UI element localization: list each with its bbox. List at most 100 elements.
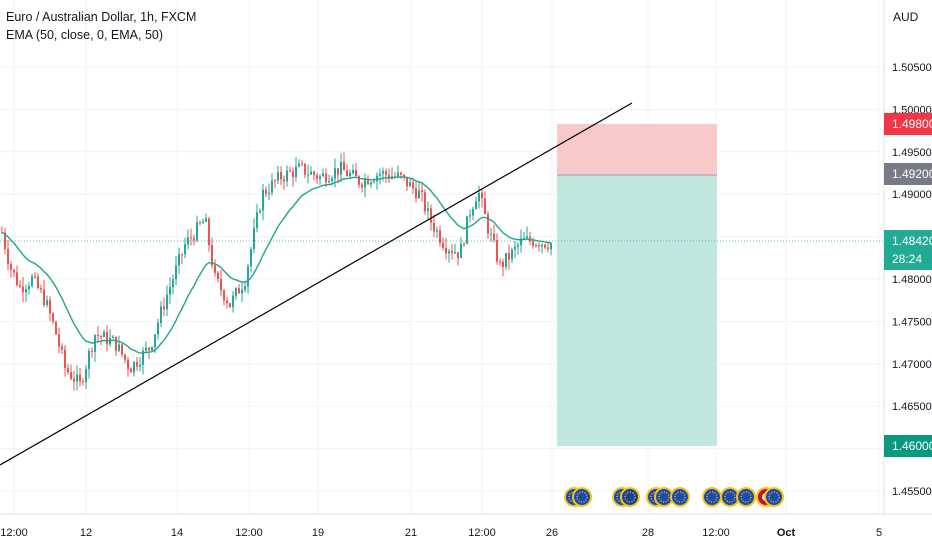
candle-up bbox=[31, 276, 33, 286]
candle-up bbox=[514, 246, 516, 250]
candle-down bbox=[463, 243, 465, 245]
candle-down bbox=[484, 198, 486, 215]
candle-down bbox=[361, 184, 363, 188]
time-axis-tick: Oct bbox=[777, 527, 796, 539]
candle-up bbox=[349, 173, 351, 177]
candle-down bbox=[313, 171, 315, 176]
candle-down bbox=[4, 232, 6, 249]
eu-flag-icon-inner bbox=[574, 489, 590, 505]
candle-up bbox=[175, 265, 177, 280]
stop-loss-zone[interactable] bbox=[557, 124, 717, 175]
candle-down bbox=[91, 350, 93, 352]
time-axis-tick: 14 bbox=[171, 527, 183, 539]
candle-up bbox=[490, 233, 492, 235]
candle-up bbox=[541, 244, 543, 247]
price-axis-tick: 1.46500 bbox=[892, 401, 932, 413]
candle-up bbox=[460, 243, 462, 259]
au-flag-icon-inner bbox=[622, 489, 638, 505]
symbol-title[interactable]: Euro / Australian Dollar, 1h, FXCM bbox=[6, 10, 197, 24]
candle-down bbox=[19, 285, 21, 287]
candle-up bbox=[259, 210, 261, 213]
candle-up bbox=[88, 350, 90, 369]
candle-up bbox=[109, 338, 111, 345]
price-axis-tick: 1.47000 bbox=[892, 359, 932, 371]
candle-down bbox=[283, 179, 285, 182]
candle-up bbox=[376, 175, 378, 182]
candle-down bbox=[343, 161, 345, 171]
price-axis-tick: 1.50500 bbox=[892, 62, 932, 74]
candle-down bbox=[124, 354, 126, 360]
candle-down bbox=[289, 170, 291, 172]
candle-up bbox=[85, 368, 87, 383]
candle-down bbox=[400, 172, 402, 175]
candle-up bbox=[526, 236, 528, 238]
eu-flag-icon-stars bbox=[674, 491, 686, 503]
candle-down bbox=[58, 334, 60, 347]
candle-up bbox=[103, 331, 105, 338]
current-price-value: 1.48420 bbox=[892, 234, 932, 248]
take-profit-price-tag: 1.46000 bbox=[884, 435, 932, 457]
candle-down bbox=[547, 247, 549, 250]
bar-countdown: 28:24 bbox=[892, 252, 923, 266]
candle-up bbox=[331, 178, 333, 181]
candle-up bbox=[478, 192, 480, 202]
candle-up bbox=[334, 168, 336, 179]
candle-down bbox=[430, 208, 432, 223]
candle-down bbox=[274, 180, 276, 182]
candle-up bbox=[328, 180, 330, 183]
candle-up bbox=[247, 266, 249, 287]
candle-up bbox=[535, 244, 537, 247]
candle-up bbox=[340, 161, 342, 175]
current-price-tag: 1.48420 28:24 bbox=[884, 230, 932, 270]
candle-down bbox=[217, 272, 219, 280]
candle-down bbox=[394, 176, 396, 178]
candle-down bbox=[82, 381, 84, 383]
candle-up bbox=[472, 209, 474, 216]
candle-down bbox=[10, 264, 12, 270]
time-axis-tick: 28 bbox=[642, 527, 654, 539]
trendline[interactable] bbox=[0, 102, 633, 466]
candle-down bbox=[424, 192, 426, 212]
candle-up bbox=[253, 228, 255, 250]
price-axis-tick: 1.49000 bbox=[892, 189, 932, 201]
candle-up bbox=[142, 350, 144, 365]
candle-up bbox=[397, 172, 399, 177]
eu-flag-icon-stars bbox=[768, 491, 780, 503]
candle-up bbox=[295, 166, 297, 178]
eu-flag-icon-inner bbox=[766, 489, 782, 505]
candle-down bbox=[346, 170, 348, 177]
candle-up bbox=[28, 285, 30, 290]
candle-down bbox=[61, 346, 63, 350]
candle-up bbox=[523, 237, 525, 239]
candle-down bbox=[451, 251, 453, 254]
eu-flag-icon-stars bbox=[658, 491, 670, 503]
candle-up bbox=[322, 173, 324, 177]
candle-down bbox=[148, 347, 150, 351]
chart-legend: Euro / Australian Dollar, 1h, FXCM EMA (… bbox=[6, 8, 196, 44]
candle-down bbox=[49, 300, 51, 314]
price-axis-tick: 1.48000 bbox=[892, 274, 932, 286]
candle-up bbox=[166, 294, 168, 310]
candle-down bbox=[316, 175, 318, 179]
ema-indicator-label[interactable]: EMA (50, close, 0, EMA, 50) bbox=[6, 28, 164, 42]
candle-down bbox=[130, 368, 132, 373]
time-axis-tick: 26 bbox=[546, 527, 558, 539]
candle-up bbox=[46, 300, 48, 305]
candle-down bbox=[199, 222, 201, 224]
time-axis-tick: 12:00 bbox=[235, 527, 263, 539]
candle-down bbox=[457, 252, 459, 259]
candle-down bbox=[439, 230, 441, 243]
take-profit-zone[interactable] bbox=[557, 175, 717, 446]
candle-down bbox=[421, 190, 423, 193]
price-axis-tick: 1.45500 bbox=[892, 486, 932, 498]
candle-down bbox=[406, 176, 408, 187]
candle-up bbox=[271, 180, 273, 193]
candle-down bbox=[433, 222, 435, 232]
candle-down bbox=[403, 174, 405, 177]
candle-down bbox=[508, 253, 510, 260]
candle-up bbox=[244, 286, 246, 290]
candle-up bbox=[469, 215, 471, 217]
time-axis-tick: 12 bbox=[80, 527, 92, 539]
